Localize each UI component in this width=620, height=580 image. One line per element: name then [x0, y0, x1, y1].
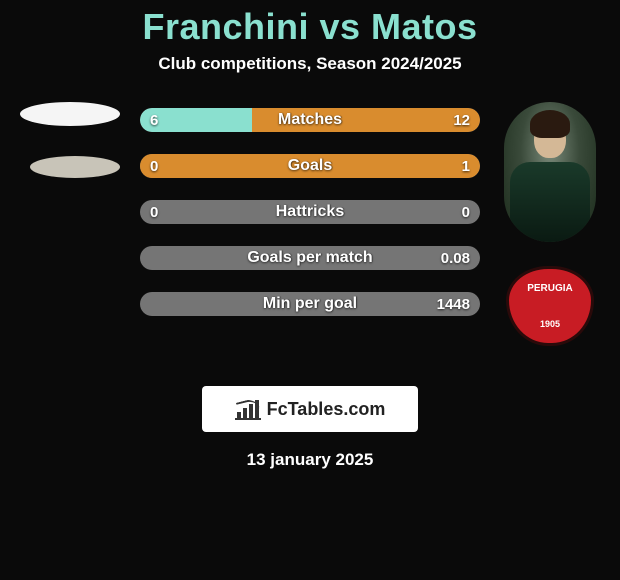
page-title: Franchini vs Matos — [142, 6, 477, 48]
left-placeholder-top — [20, 102, 120, 126]
infographic-date: 13 january 2025 — [247, 450, 374, 470]
player-body-shape — [510, 162, 590, 242]
right-player-col: PERUGIA 1905 — [500, 102, 600, 350]
stat-bar: Hattricks0 0 — [140, 200, 480, 224]
site-logo: FcTables.com — [202, 386, 418, 432]
stat-bar: Min per goal1448 — [140, 292, 480, 316]
club-crest: PERUGIA 1905 — [502, 266, 598, 350]
stat-right-value: 12 — [443, 108, 480, 132]
stats-bars: Matches612Goals01Hattricks00Goals per ma… — [140, 102, 480, 316]
stat-left-value: 0 — [140, 200, 168, 224]
stat-bar: Goals0 1 — [140, 154, 480, 178]
stat-bar: Matches6 12 — [140, 108, 480, 132]
crest-top-text: PERUGIA — [527, 283, 573, 294]
stat-right-value: 0.08 — [431, 246, 480, 270]
stat-bar: Goals per match0.08 — [140, 246, 480, 270]
crest-shield: PERUGIA 1905 — [506, 266, 594, 346]
page-subtitle: Club competitions, Season 2024/2025 — [158, 54, 461, 74]
stat-label: Goals — [140, 154, 480, 178]
stat-right-value: 1 — [452, 154, 480, 178]
left-player-col — [20, 102, 120, 178]
infographic-root: Franchini vs Matos Club competitions, Se… — [0, 0, 620, 580]
logo-text: FcTables.com — [267, 399, 386, 420]
stat-left-value: 6 — [140, 108, 168, 132]
main-row: Matches612Goals01Hattricks00Goals per ma… — [0, 102, 620, 350]
stat-right-value: 0 — [452, 200, 480, 224]
stat-label: Goals per match — [140, 246, 480, 270]
stat-label: Matches — [140, 108, 480, 132]
left-placeholder-bottom — [30, 156, 120, 178]
player-photo — [504, 102, 596, 242]
logo-chart-icon — [235, 398, 261, 420]
crest-year: 1905 — [540, 319, 560, 329]
stat-label: Hattricks — [140, 200, 480, 224]
stat-right-value: 1448 — [427, 292, 480, 316]
stat-left-value: 0 — [140, 154, 168, 178]
